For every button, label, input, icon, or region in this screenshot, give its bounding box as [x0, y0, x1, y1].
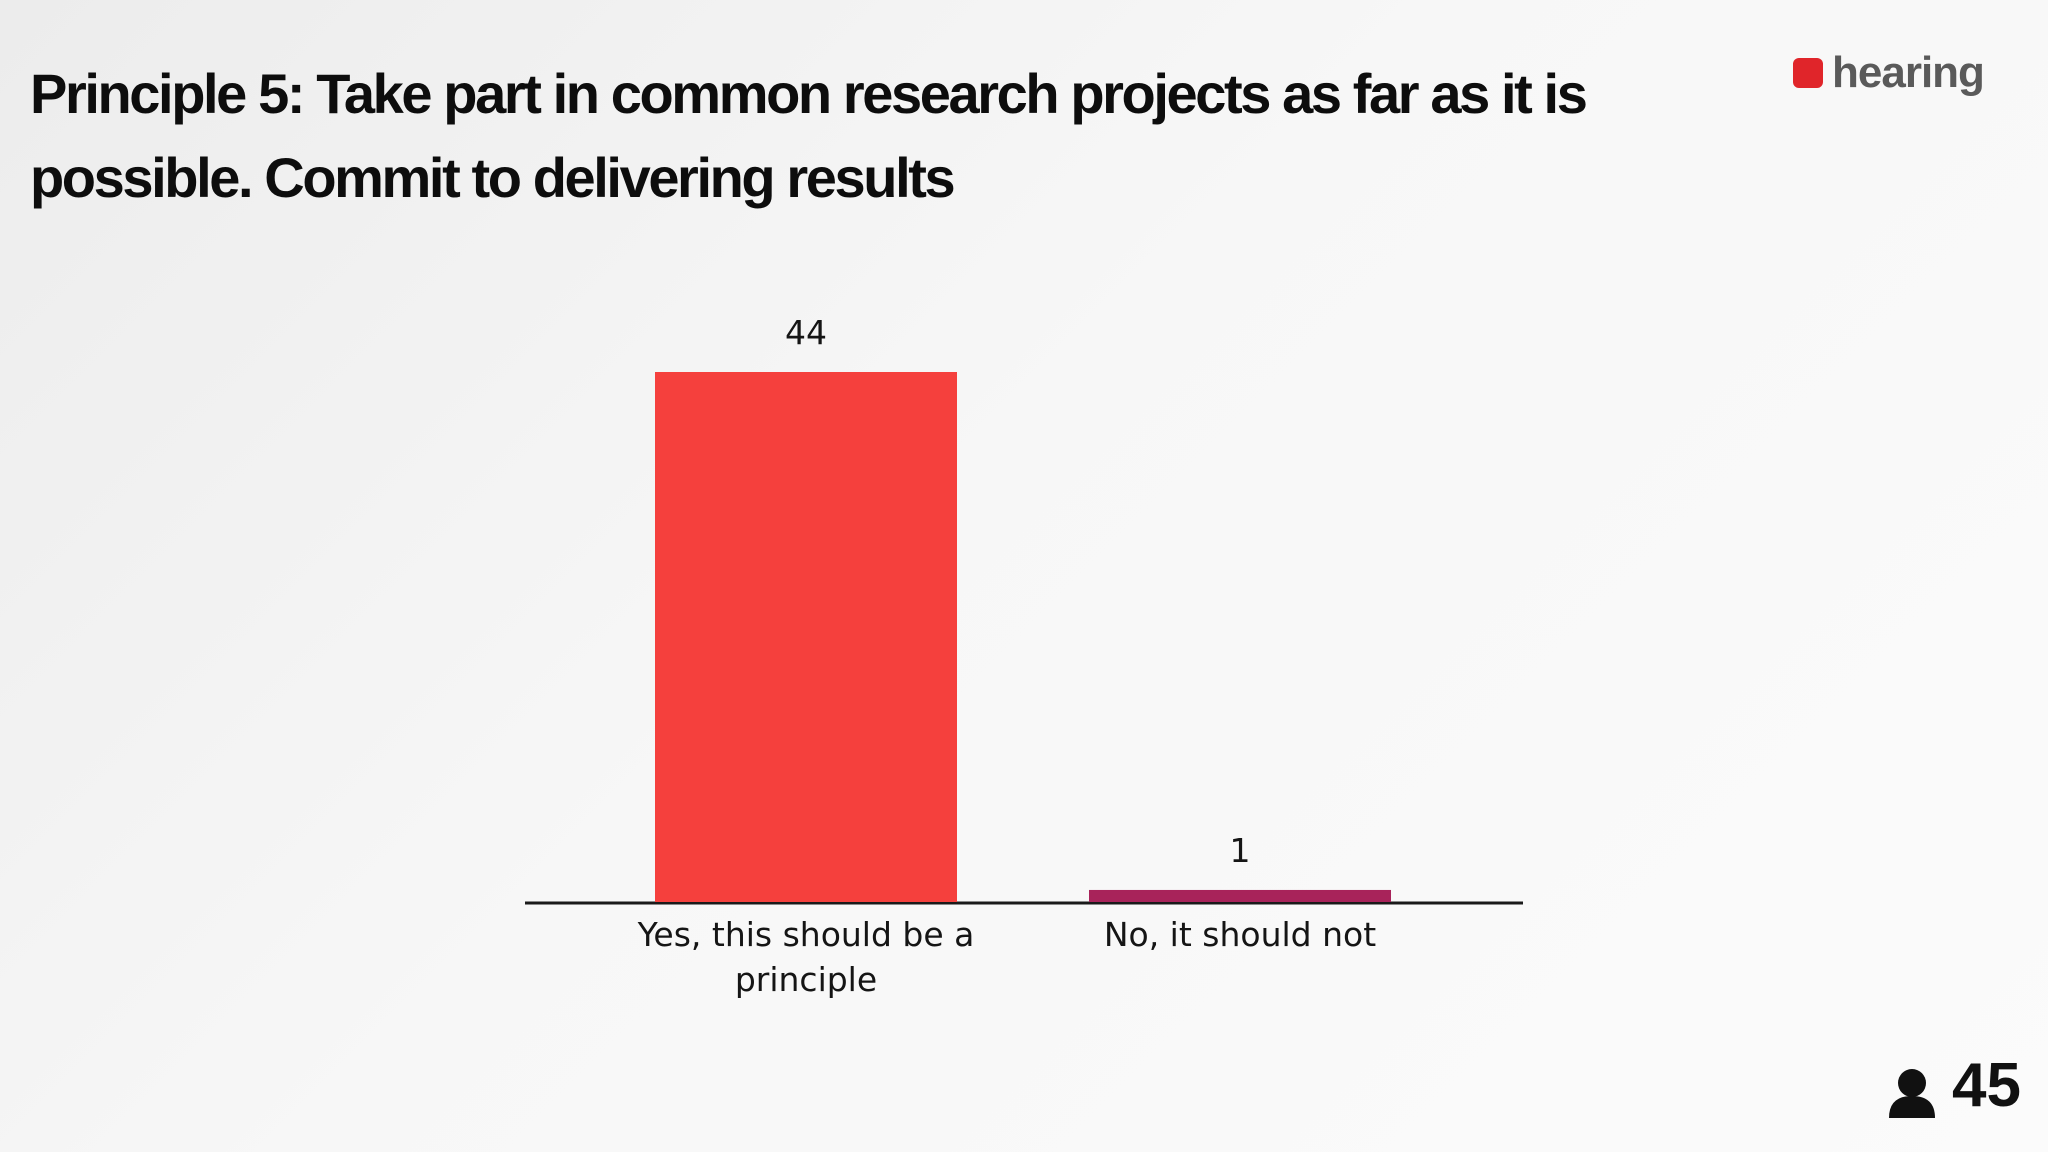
bar [655, 372, 957, 902]
bar [1089, 889, 1391, 902]
category-label: Yes, this should be a principle [637, 915, 975, 999]
value-label: 44 [785, 313, 827, 352]
slide-title: Principle 5: Take part in common researc… [30, 62, 1588, 209]
participant-icon [1889, 1069, 1935, 1118]
participant-count: 45 [1952, 1051, 2021, 1120]
logo-icon [1793, 58, 1823, 88]
logo: hearing [1832, 48, 1985, 97]
value-label: 1 [1229, 830, 1251, 870]
category-label: No, it should not [1103, 915, 1377, 954]
